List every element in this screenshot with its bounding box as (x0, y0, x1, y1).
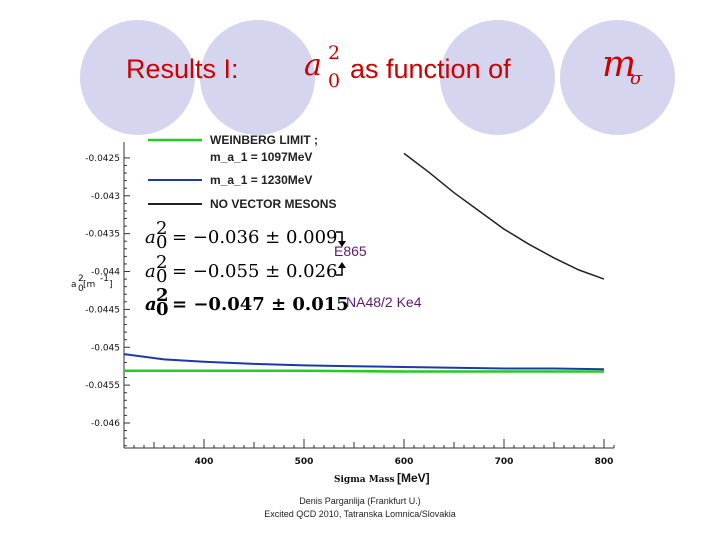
measurement-3-sup: 2 (156, 285, 169, 306)
title-symbol-a: a (304, 48, 322, 83)
decor-circle-2 (200, 20, 315, 135)
bracket-arrow-top-head (338, 241, 346, 247)
measurement-1-symbol: a (145, 227, 156, 248)
bracket-arrow-bottom (336, 265, 343, 276)
measurement-1-sub: 0 (156, 232, 167, 253)
legend-label-1230: m_a_1 = 1230MeV (210, 173, 312, 187)
y-tick-label: -0.0425 (85, 154, 120, 164)
x-axis-label-unit: [MeV] (397, 471, 430, 485)
x-axis-label: Sigma Mass [MeV] (334, 471, 430, 485)
y-axis-label-sub: 0 (78, 284, 84, 294)
y-axis-label-unit-end: ] (109, 280, 113, 290)
footer-author: Denis Parganlija (Frankfurt U.) (299, 496, 421, 506)
measurement-3-symbol: a (145, 294, 157, 315)
y-axis-label-sup: 2 (78, 274, 84, 284)
measurement-3: a 2 0 = −0.047 ± 0.015 NA48/2 Ke4 (145, 285, 422, 320)
y-tick-label: -0.044 (91, 268, 120, 278)
measurement-1-label: E865 (334, 243, 367, 259)
y-tick-label: -0.046 (91, 419, 120, 429)
measurement-1-value: = −0.036 ± 0.009 (172, 227, 337, 248)
measurement-3-value: = −0.047 ± 0.015 (172, 294, 349, 315)
x-tick-label: 400 (195, 457, 214, 467)
legend-label-novector: NO VECTOR MESONS (210, 197, 336, 211)
measurement-3-sub: 0 (156, 299, 169, 320)
chart-axes (123, 142, 614, 449)
title-symbol-sup: 2 (328, 42, 341, 64)
series-layer (123, 152, 605, 373)
y-tick-label: -0.043 (91, 192, 120, 202)
y-tick-label: -0.0435 (85, 230, 120, 240)
measurement-2-sup: 2 (156, 252, 167, 273)
y-tick-label: -0.045 (91, 343, 120, 353)
title-symbol-sub: 0 (328, 70, 341, 92)
title-m: m (602, 44, 637, 85)
x-tick-label: 700 (495, 457, 514, 467)
measurement-2: a 2 0 = −0.055 ± 0.026 (145, 252, 337, 287)
title-prefix: Results I: (126, 54, 239, 84)
measurement-2-sub: 0 (156, 266, 167, 287)
decor-circle-3 (440, 20, 555, 135)
decor-circle-1 (80, 20, 195, 135)
y-tick-label: -0.0455 (85, 381, 120, 391)
y-axis-label: a 2 0 [m -1 ] (71, 274, 113, 294)
legend-label-weinberg: WEINBERG LIMIT ; (210, 133, 318, 147)
measurement-2-symbol: a (145, 261, 156, 282)
series-line-1 (124, 369, 604, 373)
y-axis-label-unit-sup: -1 (100, 274, 109, 284)
x-tick-label: 600 (395, 457, 414, 467)
measurement-2-value: = −0.055 ± 0.026 (172, 261, 337, 282)
title-middle: as function of (350, 54, 511, 84)
bracket-arrow-bottom-head (338, 262, 346, 268)
legend-label-1097: m_a_1 = 1097MeV (210, 150, 312, 164)
x-axis-label-text: Sigma Mass (334, 475, 395, 485)
x-tick-label: 500 (295, 457, 314, 467)
series-line-3 (403, 152, 605, 280)
series-line-2 (123, 353, 605, 371)
title-sigma: σ (630, 68, 643, 89)
footer-event: Excited QCD 2010, Tatranska Lomnica/Slov… (264, 509, 456, 519)
decor-circle-4 (560, 20, 675, 135)
y-tick-label: -0.0445 (85, 305, 120, 315)
y-axis-label-unit: [m (83, 280, 95, 290)
x-tick-label: 800 (595, 457, 614, 467)
measurement-1-sup: 2 (156, 218, 167, 239)
title-symbol: a (304, 48, 322, 83)
measurement-3-label: NA48/2 Ke4 (346, 294, 422, 310)
slide-title: Results I: a 2 0 as function of m σ (0, 42, 720, 98)
measurement-1: a 2 0 = −0.036 ± 0.009 E865 (145, 218, 367, 259)
y-axis-label-symbol: a (71, 280, 77, 290)
y-ticks: -0.0425 -0.043 -0.0435 -0.044 -0.0445 -0.045 -… (85, 154, 130, 447)
x-ticks: 400 500 600 700 800 (133, 439, 615, 467)
legend: WEINBERG LIMIT ; m_a_1 = 1097MeV m_a_1 =… (148, 133, 336, 211)
bracket-arrow-top (336, 231, 343, 244)
